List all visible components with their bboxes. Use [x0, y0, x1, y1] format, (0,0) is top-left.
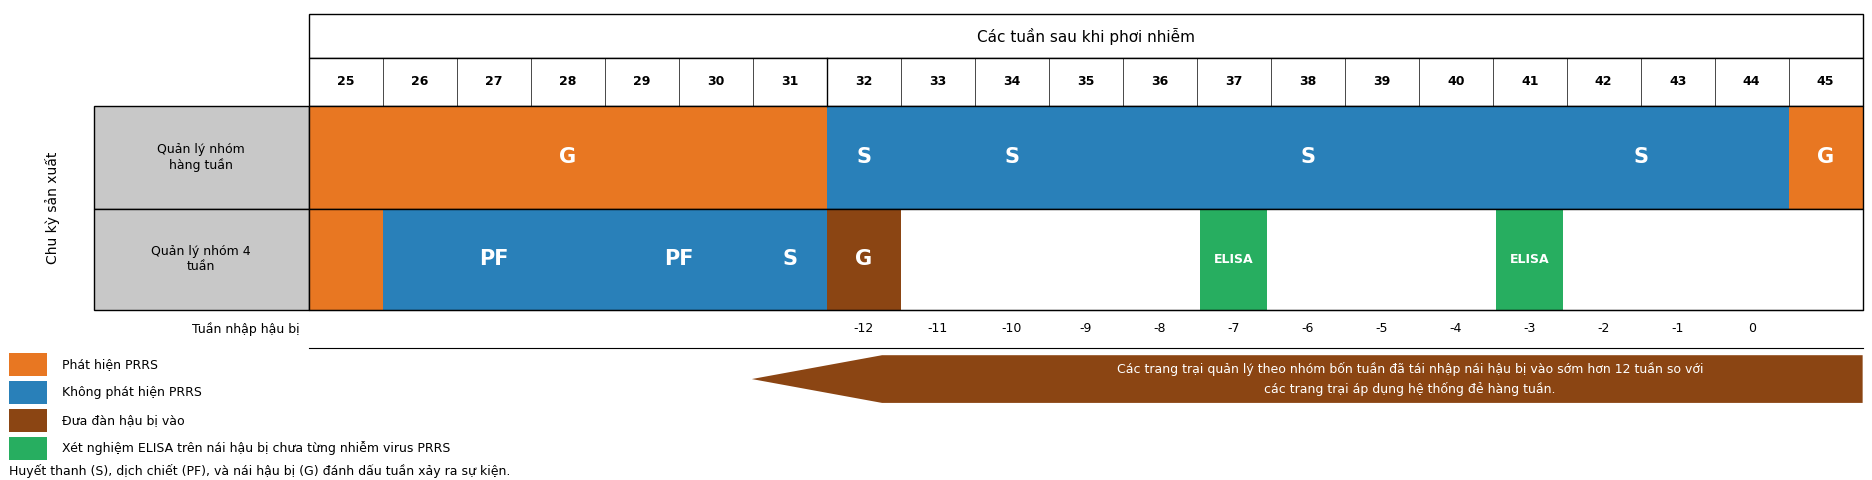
Text: 25: 25 — [337, 75, 354, 88]
Bar — [827, 106, 1788, 209]
Text: S: S — [1003, 147, 1018, 167]
Text: S: S — [1301, 147, 1316, 167]
Text: Phát hiện PRRS: Phát hiện PRRS — [62, 358, 157, 372]
Text: 43: 43 — [1670, 75, 1687, 88]
Text: 0: 0 — [1748, 322, 1756, 336]
Text: Các tuần sau khi phơi nhiễm: Các tuần sau khi phơi nhiễm — [977, 27, 1194, 45]
Bar — [9, 353, 47, 376]
Text: 29: 29 — [633, 75, 650, 88]
Text: 33: 33 — [929, 75, 947, 88]
Polygon shape — [753, 355, 1863, 403]
Bar — [309, 209, 384, 310]
Text: S: S — [856, 147, 870, 167]
Bar — [9, 381, 47, 404]
Text: Quản lý nhóm 4
tuần: Quản lý nhóm 4 tuần — [152, 245, 251, 273]
Text: ELISA: ELISA — [1511, 252, 1550, 266]
Bar — [1496, 209, 1563, 310]
Text: -3: -3 — [1524, 322, 1535, 336]
Text: Huyết thanh (S), dịch chiết (PF), và nái hậu bị (G) đánh dấu tuần xảy ra sự kiện: Huyết thanh (S), dịch chiết (PF), và nái… — [9, 464, 511, 479]
Bar — [309, 14, 1863, 58]
Text: -4: -4 — [1449, 322, 1462, 336]
Text: G: G — [1818, 147, 1835, 167]
Text: -11: -11 — [929, 322, 947, 336]
Text: S: S — [1632, 147, 1647, 167]
Text: 34: 34 — [1003, 75, 1020, 88]
Text: 39: 39 — [1372, 75, 1391, 88]
Text: Không phát hiện PRRS: Không phát hiện PRRS — [62, 386, 202, 399]
Text: G: G — [856, 249, 872, 269]
Text: 31: 31 — [781, 75, 799, 88]
Text: 28: 28 — [560, 75, 577, 88]
Text: Các trang trại quản lý theo nhóm bốn tuần đã tái nhập nái hậu bị vào sớm hơn 12 : Các trang trại quản lý theo nhóm bốn tuầ… — [1116, 362, 1704, 396]
Text: Quản lý nhóm
hàng tuần: Quản lý nhóm hàng tuần — [157, 143, 245, 172]
Text: 26: 26 — [412, 75, 429, 88]
Bar — [309, 106, 1863, 209]
Text: ELISA: ELISA — [1213, 252, 1254, 266]
Bar — [9, 437, 47, 460]
Text: -10: -10 — [1002, 322, 1022, 336]
Text: 30: 30 — [708, 75, 724, 88]
Bar — [309, 209, 1863, 310]
Bar — [309, 209, 1863, 310]
Text: -1: -1 — [1672, 322, 1683, 336]
Text: 41: 41 — [1520, 75, 1539, 88]
Text: G: G — [560, 147, 577, 167]
Text: 45: 45 — [1818, 75, 1835, 88]
Text: 38: 38 — [1299, 75, 1316, 88]
Text: 27: 27 — [485, 75, 502, 88]
Text: -9: -9 — [1080, 322, 1091, 336]
Text: S: S — [782, 249, 797, 269]
Text: 40: 40 — [1447, 75, 1464, 88]
Text: PF: PF — [665, 249, 693, 269]
Text: 42: 42 — [1595, 75, 1612, 88]
Bar — [309, 106, 827, 209]
Text: -5: -5 — [1376, 322, 1387, 336]
Bar — [384, 209, 827, 310]
Bar — [94, 209, 309, 310]
Bar — [9, 409, 47, 432]
Text: Xét nghiệm ELISA trên nái hậu bị chưa từng nhiễm virus PRRS: Xét nghiệm ELISA trên nái hậu bị chưa từ… — [62, 441, 449, 456]
Text: Tuần nhập hậu bị: Tuần nhập hậu bị — [193, 322, 300, 336]
Text: -6: -6 — [1301, 322, 1314, 336]
Text: -8: -8 — [1153, 322, 1166, 336]
Bar — [1788, 106, 1863, 209]
Text: Đưa đàn hậu bị vào: Đưa đàn hậu bị vào — [62, 414, 185, 427]
Bar — [827, 209, 900, 310]
Text: 36: 36 — [1151, 75, 1168, 88]
Text: 32: 32 — [856, 75, 872, 88]
Text: -12: -12 — [854, 322, 874, 336]
Text: 35: 35 — [1076, 75, 1095, 88]
Text: 44: 44 — [1743, 75, 1760, 88]
Bar — [309, 58, 1863, 106]
Bar — [94, 106, 309, 209]
Text: -7: -7 — [1228, 322, 1239, 336]
Bar — [1200, 209, 1267, 310]
Text: PF: PF — [479, 249, 509, 269]
Text: Chu kỳ sản xuất: Chu kỳ sản xuất — [45, 151, 60, 264]
Text: 37: 37 — [1224, 75, 1243, 88]
Text: -2: -2 — [1597, 322, 1610, 336]
